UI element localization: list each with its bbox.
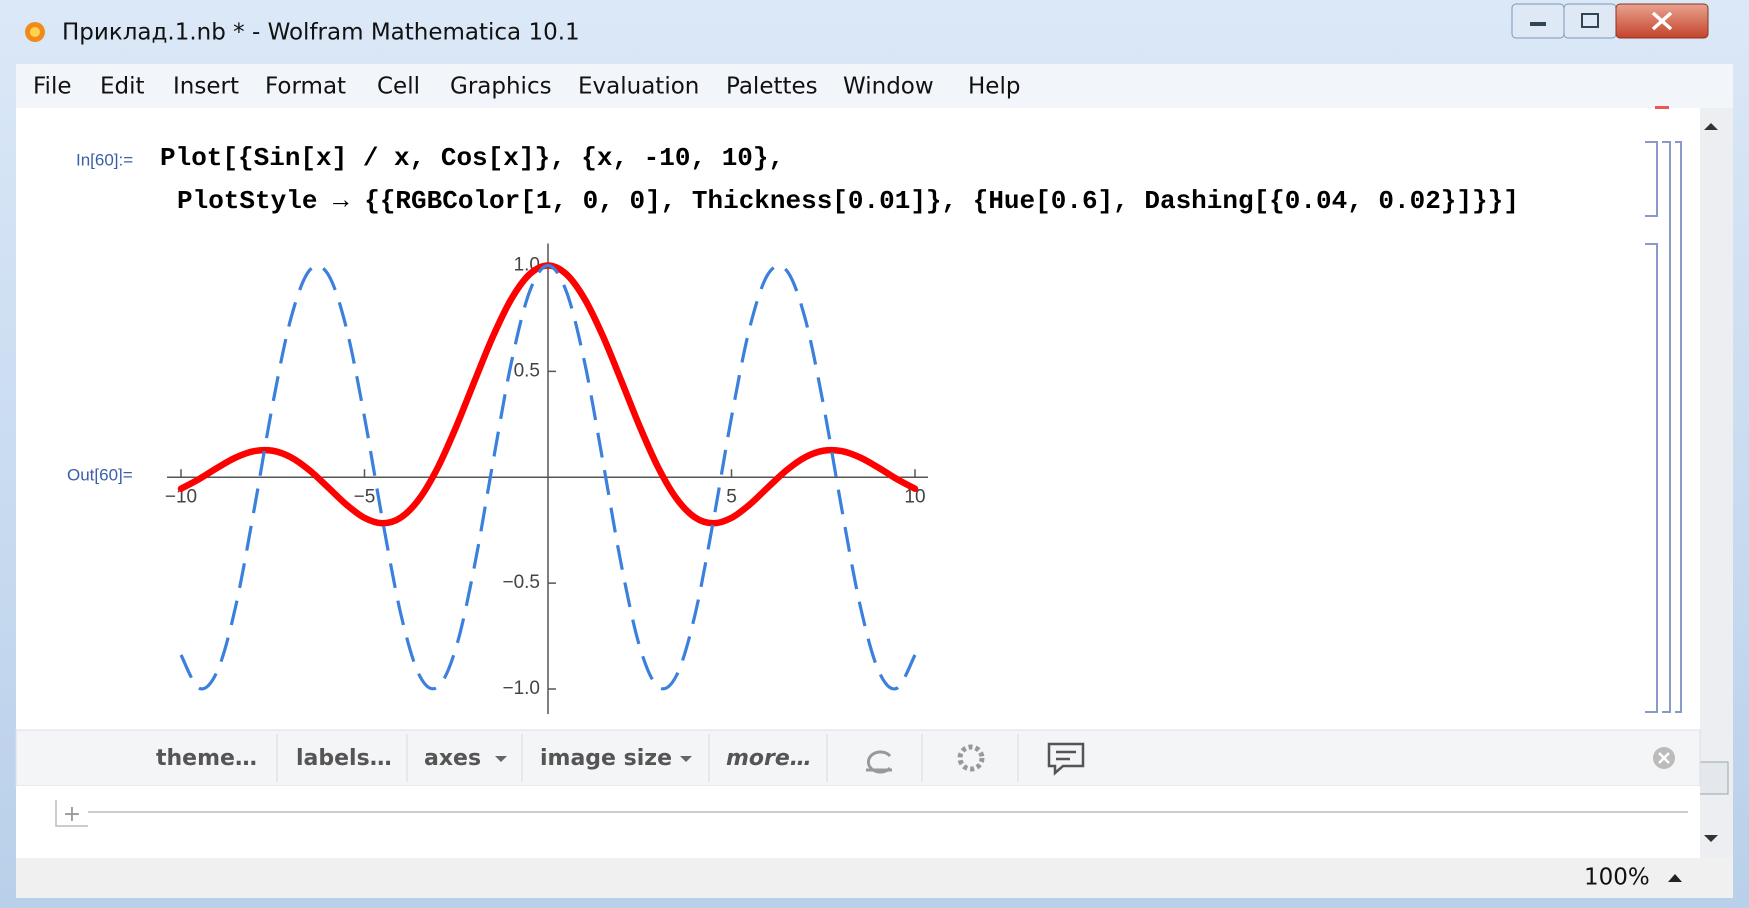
status-bar [16,858,1733,898]
series-line [179,263,917,691]
input-line: PlotStyle → {{RGBColor[1, 0, 0], Thickne… [177,186,1519,216]
maximize-button[interactable] [1563,3,1617,39]
app-icon [25,22,45,42]
dropdown-arrow [495,756,507,762]
window-title: Приклад.1.nb * - Wolfram Mathematica 10.… [62,20,580,46]
menu-bar [16,64,1733,108]
menu-item[interactable]: Window [843,74,934,100]
icon[interactable] [957,744,985,772]
cell-brackets [1645,141,1682,713]
menu-item[interactable]: Edit [100,74,145,100]
x-tick-label: −5 [354,486,376,507]
menu-item[interactable]: Palettes [726,74,818,100]
add-cell[interactable]: + [63,802,81,827]
menu-item[interactable]: Graphics [450,74,552,100]
icon[interactable] [866,750,892,774]
y-tick-label: −0.5 [502,572,540,593]
plot: −10 −5 5 101.00.5−0.5−1.0 [165,243,928,714]
suggestions-bar [15,729,1701,787]
menu-item[interactable]: Cell [377,74,420,100]
icon[interactable] [1047,742,1085,776]
notebook [16,108,1733,730]
out-label: Out[60]= [67,465,133,484]
x-tick-label: −10 [165,486,197,507]
minimize-button[interactable] [1511,3,1565,39]
toolbar-button[interactable]: theme… [156,746,257,771]
menu-item[interactable]: Evaluation [578,74,699,100]
toolbar-button[interactable]: axes [424,746,481,771]
input-line: Plot[{Sin[x] / x, Cos[x]}, {x, -10, 10}, [160,143,784,173]
x-tick-label: 5 [726,486,737,507]
toolbar-button[interactable]: more… [726,746,812,771]
toolbar-button[interactable]: image size [540,746,672,771]
scrollbar[interactable] [1700,108,1733,858]
y-tick-label: −1.0 [502,678,540,699]
dropdown-arrow [680,756,692,762]
y-tick-label: 0.5 [514,360,540,381]
menu-item[interactable]: Insert [173,74,239,100]
toolbar-button[interactable]: labels… [296,746,392,771]
menu-item[interactable]: Help [968,74,1020,100]
scroll-thumb[interactable] [1697,761,1729,795]
menu-item[interactable]: Format [265,74,346,100]
in-label: In[60]:= [76,150,133,169]
new-cell-area [16,786,1700,858]
x-tick-label: 10 [904,486,925,507]
zoom[interactable]: 100% [1584,865,1650,891]
menu-item[interactable]: File [33,74,72,100]
